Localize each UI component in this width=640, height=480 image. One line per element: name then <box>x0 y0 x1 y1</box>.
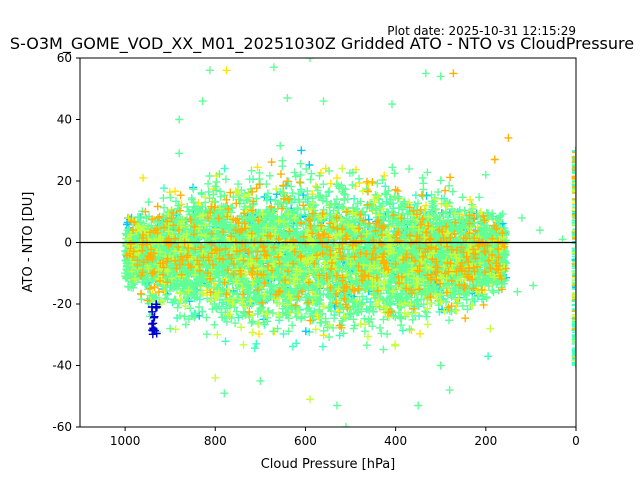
scatter-points <box>121 58 576 427</box>
plot-date: Plot date: 2025-10-31 12:15:29 <box>387 24 576 38</box>
y-axis-label: ATO - NTO [DU] <box>21 192 36 293</box>
y-tick-label: -60 <box>52 420 72 434</box>
chart-title: S-O3M_GOME_VOD_XX_M01_20251030Z Gridded … <box>10 34 634 54</box>
y-axis: -60 -40 -20 0 20 40 60 <box>52 51 80 434</box>
x-axis-label: Cloud Pressure [hPa] <box>261 457 396 472</box>
scatter-marker-group <box>123 69 576 334</box>
x-tick-label: 0 <box>572 434 580 448</box>
y-tick-label: 20 <box>57 174 72 188</box>
x-tick-label: 400 <box>384 434 407 448</box>
scatter-marker-group <box>147 300 161 339</box>
x-tick-label: 1000 <box>110 434 141 448</box>
y-tick-label: -20 <box>52 297 72 311</box>
y-tick-label: 0 <box>64 236 72 250</box>
y-tick-label: 40 <box>57 113 72 127</box>
x-tick-label: 200 <box>474 434 497 448</box>
y-tick-label: -40 <box>52 359 72 373</box>
y-tick-label: 60 <box>57 51 72 65</box>
x-axis: 1000 800 600 400 200 0 <box>110 427 580 448</box>
x-tick-label: 800 <box>204 434 227 448</box>
x-tick-label: 600 <box>294 434 317 448</box>
